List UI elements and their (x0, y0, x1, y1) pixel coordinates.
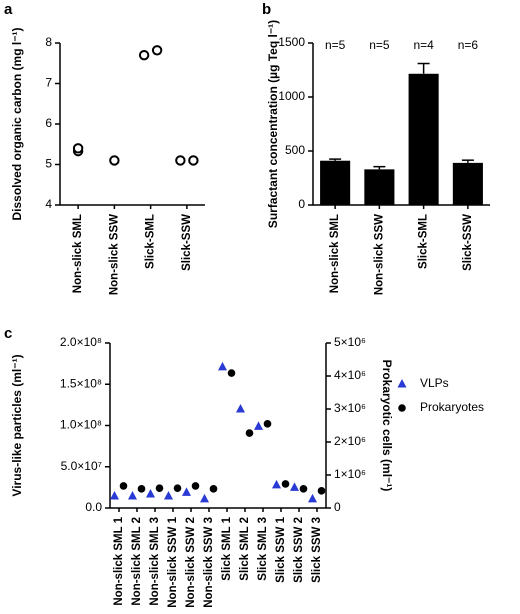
annotation: n=5 (369, 38, 390, 52)
point (191, 482, 200, 490)
x-tick-label: Slick-SSW (181, 214, 193, 271)
y2-tick-label: 3×10⁶ (334, 401, 366, 415)
y2-tick-label: 4×10⁶ (334, 368, 366, 382)
y-tick-label: 1500 (278, 35, 305, 49)
y-tick-label: 1000 (278, 89, 305, 103)
bar (408, 73, 439, 205)
point (128, 491, 137, 500)
point (281, 480, 290, 488)
y2-tick-label: 5×10⁶ (334, 335, 366, 349)
point (164, 491, 173, 500)
point (263, 420, 272, 428)
x-tick-label: Slick SML 3 (257, 517, 269, 581)
legend-label: Prokaryotes (420, 400, 484, 414)
y-tick-label: 4 (45, 197, 52, 211)
point (173, 484, 182, 493)
y-tick-label: 0 (298, 197, 305, 211)
x-tick-label: Slick SML 2 (239, 517, 251, 581)
x-tick-label: Non-slick SML 2 (131, 517, 143, 606)
bar (452, 162, 483, 205)
point (151, 45, 163, 56)
y-tick-label: 1.0×10⁸ (60, 418, 102, 432)
x-tick-label: Non-slick SSW 2 (185, 517, 197, 608)
bar (364, 169, 395, 205)
x-tick-label: Non-slick SML (329, 214, 341, 293)
point (317, 487, 326, 495)
x-tick-label: Non-slick SML (72, 214, 84, 293)
y-tick-label: 5.0×10⁷ (61, 459, 102, 473)
y2-tick-label: 2×10⁶ (334, 434, 366, 448)
legend-marker (397, 379, 407, 388)
point (290, 482, 299, 491)
x-tick-label: Non-slick SSW (108, 214, 120, 295)
panel-label: c (4, 325, 12, 342)
point (188, 155, 199, 166)
y-tick-label: 1.5×10⁸ (60, 376, 102, 390)
annotation: n=4 (413, 38, 434, 52)
point (138, 49, 150, 61)
x-tick-label: Slick-SML (418, 214, 430, 269)
panel-label: a (4, 1, 13, 18)
point (119, 482, 128, 490)
y-axis-title: Virus-like particles (ml⁻¹) (10, 354, 24, 496)
point (236, 404, 245, 413)
y-tick-label: 2.0×10⁸ (60, 335, 102, 349)
point (109, 155, 120, 166)
x-tick-label: Slick SSW 2 (293, 517, 305, 583)
y-axis-title: Dissolved organic carbon (mg l⁻¹) (10, 27, 24, 220)
point (182, 487, 191, 496)
bar (320, 160, 351, 205)
x-tick-label: Non-slick SSW (373, 214, 385, 295)
x-tick-label: Non-slick SML 3 (149, 517, 161, 606)
y-tick-label: 8 (45, 35, 52, 49)
point (72, 143, 84, 154)
x-tick-label: Non-slick SSW 3 (203, 517, 215, 608)
point (155, 484, 164, 493)
point (245, 429, 254, 437)
legend-label: VLPs (420, 376, 449, 390)
y-tick-label: 0.0 (85, 500, 102, 514)
point (218, 361, 227, 371)
y2-tick-label: 1×10⁶ (334, 467, 366, 481)
point (200, 493, 209, 503)
point (175, 155, 186, 166)
panel-label: b (262, 1, 271, 18)
point (137, 485, 146, 493)
x-tick-label: Slick-SSW (462, 214, 474, 271)
point (110, 491, 119, 500)
y-tick-label: 6 (45, 116, 52, 130)
point (299, 485, 308, 493)
point (146, 488, 155, 498)
x-tick-label: Slick SSW 1 (275, 516, 287, 582)
x-tick-label: Slick-SML (145, 214, 157, 269)
annotation: n=5 (325, 38, 346, 52)
point (209, 485, 218, 493)
y-tick-label: 500 (285, 143, 305, 157)
y2-tick-label: 0 (334, 500, 341, 514)
x-tick-label: Non-slick SML 1 (113, 516, 125, 605)
y-tick-label: 7 (45, 76, 52, 90)
y-tick-label: 5 (45, 157, 52, 171)
x-tick-label: Slick SSW 3 (311, 517, 323, 583)
x-tick-label: Slick SML 1 (221, 516, 233, 580)
x-tick-label: Non-slick SSW 1 (167, 516, 179, 607)
annotation: n=6 (458, 38, 479, 52)
point (272, 479, 281, 489)
point (308, 493, 317, 503)
y-axis-title: Surfactant concentration (µg Teq l⁻¹) (266, 20, 280, 228)
y2-axis-title: Prokaryotic cells (ml⁻¹) (380, 360, 394, 492)
point (254, 421, 263, 430)
point (227, 369, 236, 377)
legend-marker (398, 404, 406, 412)
